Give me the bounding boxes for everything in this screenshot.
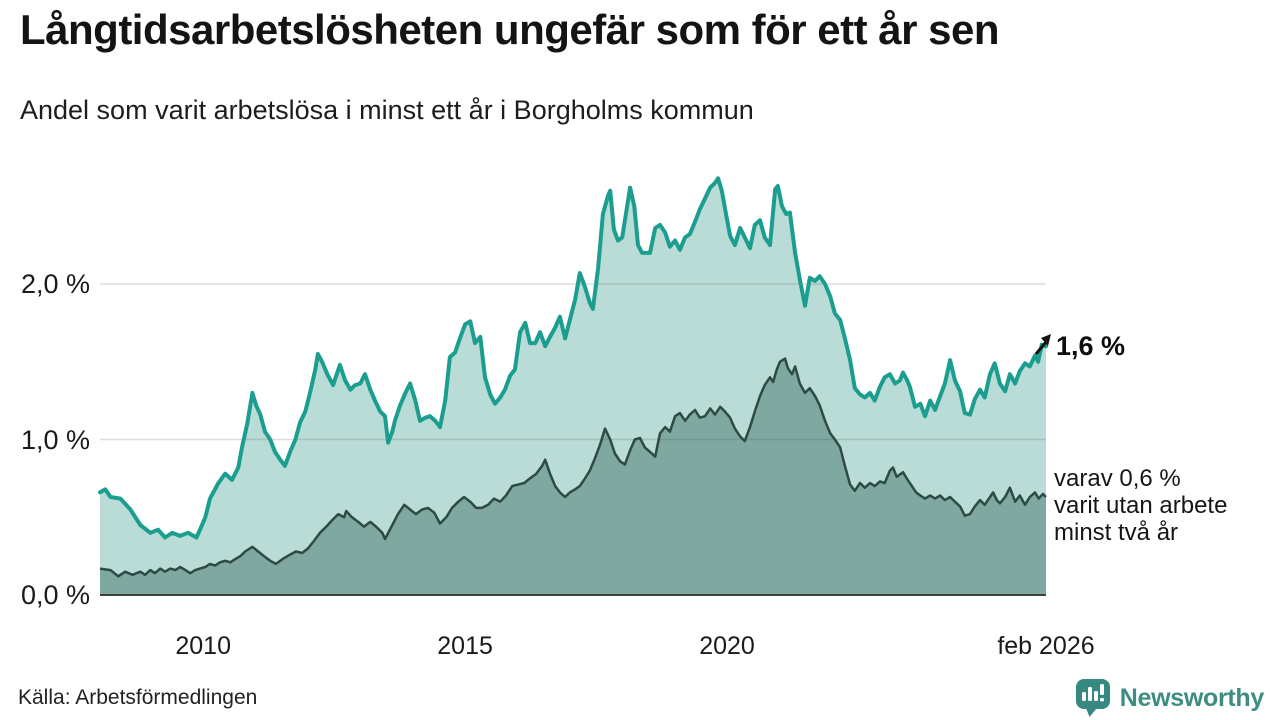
- line-total: [98, 176, 1048, 540]
- brand-logo: Newsworthy: [1075, 678, 1264, 718]
- x-tick-label: feb 2026: [997, 632, 1095, 660]
- secondary-label-line: minst två år: [1054, 519, 1179, 546]
- page-title: Långtidsarbetslösheten ungefär som för e…: [20, 6, 1000, 53]
- area-two-years: [100, 358, 1046, 595]
- y-tick-label: 1,0 %: [20, 424, 90, 455]
- source-attribution: Källa: Arbetsförmedlingen: [18, 686, 258, 709]
- chart-subtitle: Andel som varit arbetslösa i minst ett å…: [20, 95, 754, 125]
- brand-wordmark: Newsworthy: [1119, 683, 1265, 712]
- x-tick-label: 2020: [699, 632, 755, 660]
- line-two-years: [99, 357, 1047, 578]
- secondary-series-label: varav 0,6 % varit utan arbete minst två …: [1054, 465, 1227, 546]
- y-tick-label: 0,0 %: [20, 580, 90, 610]
- trend-arrow-icon: [1034, 334, 1051, 355]
- latest-value-label: 1,6 %: [1056, 331, 1126, 362]
- newsworthy-badge-icon: [1075, 679, 1110, 717]
- secondary-label-line: varit utan arbete: [1054, 492, 1228, 519]
- x-tick-label: 2015: [437, 632, 493, 660]
- x-tick-label: 2010: [175, 632, 231, 660]
- y-tick-label: 2,0 %: [20, 269, 90, 299]
- secondary-label-line: varav 0,6 %: [1054, 465, 1181, 492]
